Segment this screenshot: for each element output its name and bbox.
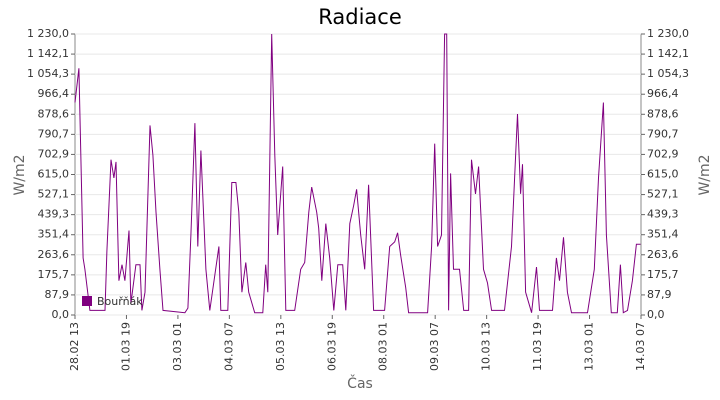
y-tick-label: 175,7 — [38, 268, 70, 281]
y-tick-label: 1 230,0 — [27, 27, 69, 40]
y2-tick-label: 1 142,1 — [647, 47, 689, 60]
x-tick-label: 13.03 01 — [583, 322, 596, 371]
x-tick-label: 08.03 01 — [377, 322, 390, 371]
y2-tick-label: 1 054,3 — [647, 67, 689, 80]
y-tick-label: 1 054,3 — [27, 67, 69, 80]
y2-axis-title: W/m2 — [697, 154, 713, 195]
x-axis-title: Čas — [347, 374, 373, 392]
y2-tick-label: 0,0 — [647, 308, 665, 321]
chart-title: Radiace — [318, 5, 402, 29]
x-tick-label: 03.03 01 — [171, 322, 184, 371]
y2-tick-label: 175,7 — [647, 268, 679, 281]
y2-tick-label: 1 230,0 — [647, 27, 689, 40]
legend-swatch — [82, 296, 92, 306]
y-tick-label: 878,6 — [38, 107, 70, 120]
y2-tick-label: 615,0 — [647, 168, 679, 181]
y2-tick-label: 790,7 — [647, 127, 679, 140]
y2-tick-label: 966,4 — [647, 87, 679, 100]
y-tick-label: 263,6 — [38, 248, 70, 261]
y-tick-label: 87,9 — [45, 288, 70, 301]
series-line — [74, 33, 641, 314]
x-tick-label: 01.03 19 — [119, 322, 132, 371]
y2-tick-label: 87,9 — [647, 288, 672, 301]
y-tick-label: 702,9 — [38, 147, 70, 160]
y-tick-label: 0,0 — [52, 308, 70, 321]
x-tick-label: 09.03 07 — [428, 322, 441, 371]
y2-tick-label: 702,9 — [647, 147, 679, 160]
y-tick-label: 351,4 — [38, 228, 70, 241]
y-tick-label: 527,1 — [38, 188, 70, 201]
y-tick-label: 790,7 — [38, 127, 70, 140]
y-tick-label: 439,3 — [38, 208, 70, 221]
y-tick-label: 615,0 — [38, 168, 70, 181]
x-tick-label: 14.03 07 — [634, 322, 647, 371]
x-tick-label: 05.03 13 — [274, 322, 287, 371]
x-tick-label: 11.03 19 — [531, 322, 544, 371]
y2-tick-label: 527,1 — [647, 188, 679, 201]
y-tick-label: 1 142,1 — [27, 47, 69, 60]
legend-label: Bouřňák — [97, 295, 143, 308]
y2-tick-label: 263,6 — [647, 248, 679, 261]
x-tick-label: 04.03 07 — [222, 322, 235, 371]
y-tick-label: 966,4 — [38, 87, 70, 100]
y-axis-title: W/m2 — [12, 154, 28, 195]
x-tick-label: 06.03 19 — [325, 322, 338, 371]
y2-tick-label: 878,6 — [647, 107, 679, 120]
y2-tick-label: 351,4 — [647, 228, 679, 241]
x-tick-label: 10.03 13 — [480, 322, 493, 371]
x-tick-label: 28.02 13 — [68, 322, 81, 371]
y2-tick-label: 439,3 — [647, 208, 679, 221]
